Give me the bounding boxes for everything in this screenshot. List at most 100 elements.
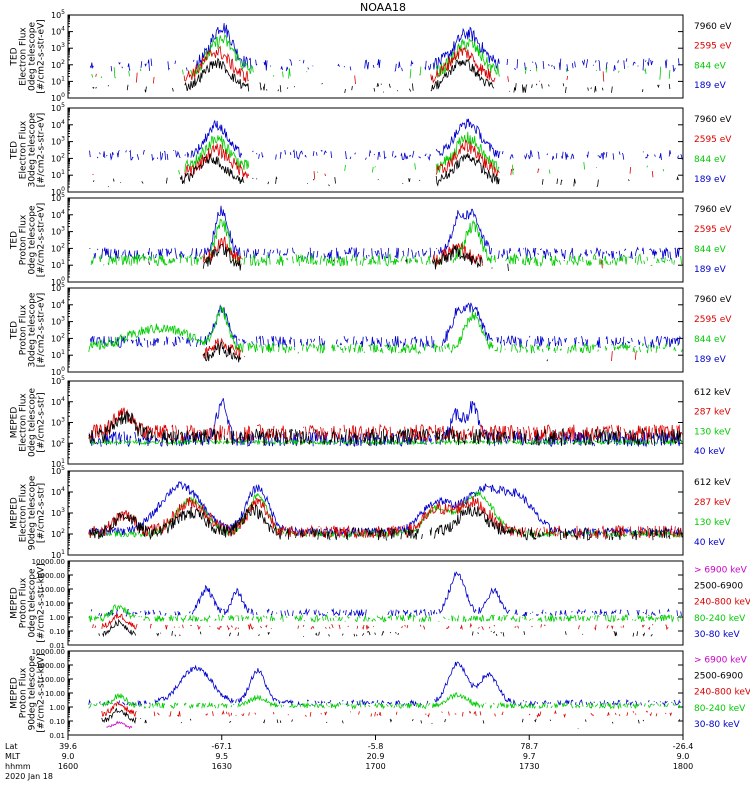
data-trace bbox=[302, 701, 312, 709]
data-trace bbox=[647, 58, 650, 66]
data-trace bbox=[366, 631, 371, 636]
data-trace bbox=[482, 720, 485, 724]
data-trace bbox=[395, 615, 399, 621]
data-trace bbox=[408, 178, 411, 182]
data-trace bbox=[430, 58, 495, 92]
data-trace bbox=[159, 610, 162, 616]
data-trace bbox=[362, 624, 365, 630]
y-tick-label: 102 bbox=[51, 332, 65, 343]
data-trace bbox=[314, 700, 317, 705]
data-trace bbox=[251, 441, 254, 444]
data-trace bbox=[242, 339, 247, 345]
data-trace bbox=[605, 250, 608, 254]
legend-entry: 612 keV bbox=[694, 388, 731, 398]
data-trace bbox=[295, 533, 298, 538]
data-trace bbox=[537, 617, 543, 623]
data-trace bbox=[167, 61, 170, 71]
y-tick-label: 1.00 bbox=[49, 614, 65, 622]
data-trace bbox=[103, 264, 105, 266]
data-trace bbox=[388, 83, 391, 88]
data-trace bbox=[408, 88, 412, 92]
data-trace bbox=[128, 70, 130, 77]
data-trace bbox=[348, 344, 352, 354]
data-trace bbox=[226, 711, 228, 715]
data-trace bbox=[572, 529, 579, 541]
data-trace bbox=[503, 440, 505, 443]
legend-entry: 2595 eV bbox=[694, 225, 732, 235]
data-trace bbox=[214, 618, 217, 622]
data-trace bbox=[121, 66, 123, 69]
data-trace bbox=[359, 336, 364, 348]
data-trace bbox=[398, 351, 400, 354]
data-trace bbox=[668, 259, 671, 262]
data-trace bbox=[272, 711, 275, 715]
data-trace bbox=[425, 255, 431, 266]
data-trace bbox=[568, 435, 572, 444]
data-trace bbox=[488, 626, 491, 629]
data-trace bbox=[519, 428, 523, 443]
data-trace bbox=[548, 84, 550, 87]
data-trace bbox=[611, 351, 613, 362]
data-trace bbox=[327, 699, 332, 704]
data-trace bbox=[435, 118, 501, 159]
data-trace bbox=[270, 610, 273, 616]
data-trace bbox=[547, 702, 549, 705]
data-trace bbox=[374, 702, 386, 710]
data-trace bbox=[602, 71, 605, 82]
data-trace bbox=[648, 614, 650, 616]
data-trace bbox=[363, 703, 366, 708]
data-trace bbox=[116, 609, 119, 616]
data-trace bbox=[551, 155, 555, 161]
data-trace bbox=[619, 609, 622, 615]
data-trace bbox=[631, 619, 634, 621]
data-trace bbox=[196, 702, 201, 708]
y-tick-label: 101 bbox=[51, 169, 65, 180]
data-trace bbox=[403, 495, 519, 538]
data-trace bbox=[415, 252, 417, 258]
data-trace bbox=[581, 59, 585, 66]
y-tick-label: 101 bbox=[51, 349, 65, 360]
data-trace bbox=[665, 624, 669, 631]
data-trace bbox=[332, 259, 335, 262]
data-trace bbox=[331, 607, 341, 617]
data-trace bbox=[538, 702, 546, 710]
data-trace bbox=[292, 610, 294, 617]
data-trace bbox=[586, 702, 594, 709]
data-trace bbox=[606, 535, 609, 539]
data-trace bbox=[94, 625, 97, 629]
data-trace bbox=[480, 439, 486, 444]
y-tick-label: 101 bbox=[51, 458, 65, 469]
data-trace bbox=[304, 154, 307, 158]
data-trace bbox=[323, 533, 326, 538]
data-trace bbox=[579, 253, 582, 258]
data-trace bbox=[313, 609, 317, 615]
data-trace bbox=[190, 34, 254, 77]
y-axis-label: MEPEDProton Flux90deg telescope[#/cm2-s-… bbox=[10, 653, 47, 732]
data-trace bbox=[660, 257, 666, 264]
data-trace bbox=[535, 83, 538, 86]
data-trace bbox=[141, 181, 144, 184]
data-trace bbox=[660, 441, 664, 443]
data-trace bbox=[603, 610, 608, 617]
data-trace bbox=[499, 701, 506, 708]
data-trace bbox=[425, 335, 431, 347]
data-trace bbox=[286, 87, 289, 89]
data-trace bbox=[412, 83, 414, 91]
legend-entry: 40 keV bbox=[694, 447, 726, 457]
data-trace bbox=[389, 703, 393, 708]
y-tick-label: 102 bbox=[51, 59, 65, 70]
data-trace bbox=[638, 526, 647, 539]
data-trace bbox=[352, 336, 355, 345]
data-trace bbox=[613, 438, 623, 445]
data-trace bbox=[246, 433, 251, 444]
data-trace bbox=[302, 59, 305, 64]
data-trace bbox=[101, 707, 137, 725]
data-trace bbox=[574, 337, 577, 347]
data-trace bbox=[570, 153, 575, 160]
data-trace bbox=[319, 343, 326, 354]
data-trace bbox=[491, 267, 493, 269]
data-trace bbox=[598, 258, 604, 266]
data-trace bbox=[505, 703, 509, 709]
data-trace bbox=[569, 247, 574, 259]
data-trace bbox=[161, 429, 174, 446]
